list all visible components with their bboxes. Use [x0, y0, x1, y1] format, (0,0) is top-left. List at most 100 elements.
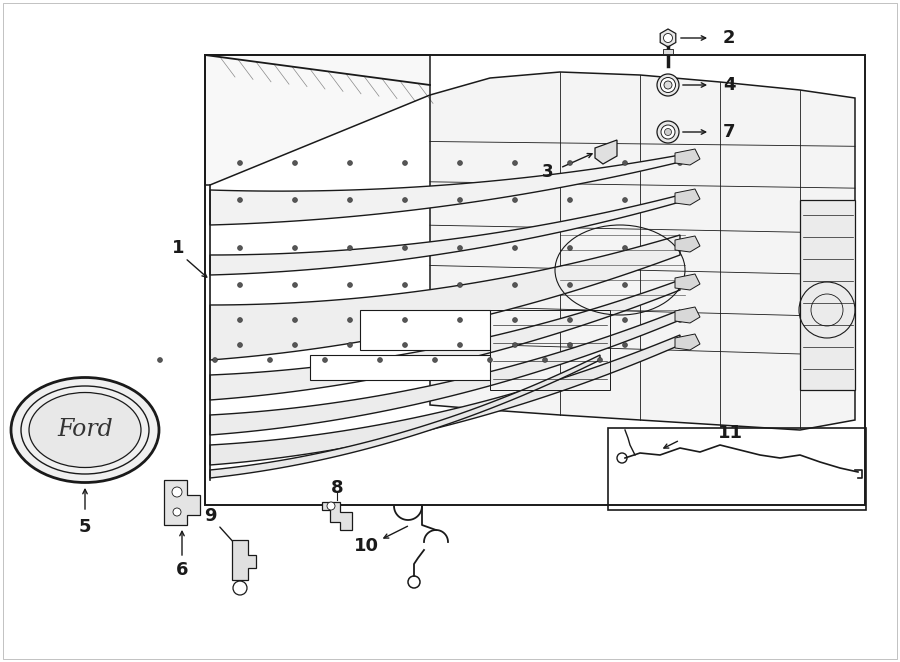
Bar — [490, 310, 610, 390]
Circle shape — [663, 34, 672, 42]
Polygon shape — [675, 149, 700, 165]
Circle shape — [664, 81, 672, 89]
Circle shape — [623, 342, 627, 348]
Polygon shape — [164, 480, 200, 525]
Circle shape — [292, 197, 298, 203]
Circle shape — [678, 342, 682, 348]
Circle shape — [664, 128, 671, 136]
Circle shape — [402, 318, 408, 322]
Polygon shape — [210, 235, 680, 360]
Circle shape — [172, 487, 182, 497]
Circle shape — [267, 357, 273, 363]
Circle shape — [678, 283, 682, 287]
Ellipse shape — [11, 377, 159, 483]
Circle shape — [292, 283, 298, 287]
Polygon shape — [800, 200, 855, 390]
Circle shape — [457, 246, 463, 250]
Circle shape — [512, 160, 517, 166]
Circle shape — [623, 246, 627, 250]
Polygon shape — [210, 280, 680, 400]
Circle shape — [623, 318, 627, 322]
Circle shape — [568, 246, 572, 250]
Polygon shape — [675, 334, 700, 350]
Bar — [360, 310, 490, 350]
Text: 9: 9 — [203, 507, 216, 525]
Circle shape — [347, 283, 353, 287]
Text: 11: 11 — [717, 424, 742, 442]
Polygon shape — [675, 307, 700, 323]
Polygon shape — [675, 236, 700, 252]
Circle shape — [238, 160, 242, 166]
Circle shape — [377, 357, 382, 363]
Circle shape — [488, 357, 492, 363]
Circle shape — [402, 246, 408, 250]
Circle shape — [661, 77, 676, 93]
Circle shape — [512, 246, 517, 250]
Polygon shape — [210, 155, 680, 225]
Polygon shape — [675, 274, 700, 290]
Circle shape — [512, 342, 517, 348]
Polygon shape — [205, 55, 430, 185]
Circle shape — [433, 357, 437, 363]
Circle shape — [402, 283, 408, 287]
Polygon shape — [232, 540, 256, 580]
Text: 3: 3 — [542, 163, 554, 181]
Circle shape — [457, 342, 463, 348]
Polygon shape — [210, 335, 680, 465]
Circle shape — [457, 318, 463, 322]
Text: 6: 6 — [176, 561, 188, 579]
Circle shape — [347, 318, 353, 322]
Circle shape — [568, 318, 572, 322]
Text: 5: 5 — [79, 518, 91, 536]
Circle shape — [678, 197, 682, 203]
Circle shape — [238, 318, 242, 322]
Circle shape — [512, 283, 517, 287]
Circle shape — [347, 342, 353, 348]
Polygon shape — [322, 502, 352, 530]
Circle shape — [292, 246, 298, 250]
Polygon shape — [675, 189, 700, 205]
Circle shape — [568, 342, 572, 348]
Polygon shape — [210, 310, 680, 435]
Polygon shape — [430, 72, 855, 430]
Circle shape — [657, 121, 679, 143]
Circle shape — [402, 160, 408, 166]
Circle shape — [657, 74, 679, 96]
Circle shape — [322, 357, 328, 363]
Circle shape — [568, 160, 572, 166]
Circle shape — [238, 197, 242, 203]
Circle shape — [678, 160, 682, 166]
Polygon shape — [210, 195, 680, 275]
Polygon shape — [210, 355, 600, 478]
Circle shape — [292, 160, 298, 166]
Circle shape — [327, 502, 335, 510]
Text: 7: 7 — [723, 123, 735, 141]
Polygon shape — [661, 29, 676, 47]
Text: 8: 8 — [330, 479, 343, 497]
Text: Ford: Ford — [57, 418, 112, 442]
Circle shape — [238, 342, 242, 348]
Text: 4: 4 — [723, 76, 735, 94]
Circle shape — [543, 357, 547, 363]
Bar — [205, 55, 865, 505]
Ellipse shape — [29, 393, 141, 467]
Circle shape — [678, 246, 682, 250]
Circle shape — [292, 318, 298, 322]
Circle shape — [598, 357, 602, 363]
Circle shape — [402, 342, 408, 348]
Circle shape — [678, 318, 682, 322]
Circle shape — [238, 246, 242, 250]
Circle shape — [457, 197, 463, 203]
Circle shape — [292, 342, 298, 348]
Circle shape — [512, 318, 517, 322]
Text: 10: 10 — [354, 537, 379, 555]
Circle shape — [347, 246, 353, 250]
Text: 1: 1 — [172, 239, 184, 257]
Bar — [663, 49, 673, 54]
Circle shape — [568, 197, 572, 203]
Circle shape — [623, 197, 627, 203]
Circle shape — [457, 283, 463, 287]
Circle shape — [212, 357, 218, 363]
Circle shape — [661, 125, 675, 139]
Circle shape — [173, 508, 181, 516]
